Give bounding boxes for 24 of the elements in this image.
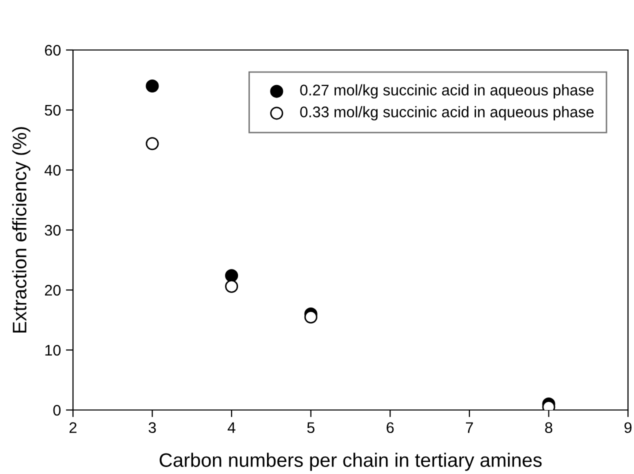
x-tick-label: 4 bbox=[228, 422, 236, 433]
point bbox=[225, 269, 238, 282]
y-tick-label: 60 bbox=[44, 44, 61, 56]
point bbox=[146, 79, 159, 93]
y-tick-label: 20 bbox=[44, 284, 61, 296]
y-tick-label: 50 bbox=[44, 104, 61, 116]
x-axis-title: Carbon numbers per chain in tertiary amines bbox=[160, 452, 542, 471]
point bbox=[304, 310, 318, 324]
legend-label: 0.33 mol/kg succinic acid in aqueous phase bbox=[300, 106, 594, 120]
x-tick-label: 8 bbox=[545, 422, 552, 434]
y-tick-label: 0 bbox=[53, 404, 61, 416]
x-tick-label: 5 bbox=[307, 422, 314, 434]
point bbox=[225, 280, 238, 293]
x-tick-label: 6 bbox=[386, 422, 394, 434]
x-tick-label: 7 bbox=[466, 422, 473, 433]
y-tick-label: 10 bbox=[45, 344, 61, 356]
x-tick-label: 2 bbox=[70, 422, 76, 433]
x-tick-label: 9 bbox=[624, 422, 632, 434]
y-tick-label: 40 bbox=[44, 164, 61, 176]
y-tick-label: 30 bbox=[44, 224, 61, 236]
point bbox=[146, 137, 159, 150]
x-tick-label: 3 bbox=[148, 422, 156, 434]
y-axis-title: Extraction efficiency (%) bbox=[12, 127, 30, 333]
legend-label: 0.27 mol/kg succinic acid in aqueous phase bbox=[300, 84, 594, 99]
